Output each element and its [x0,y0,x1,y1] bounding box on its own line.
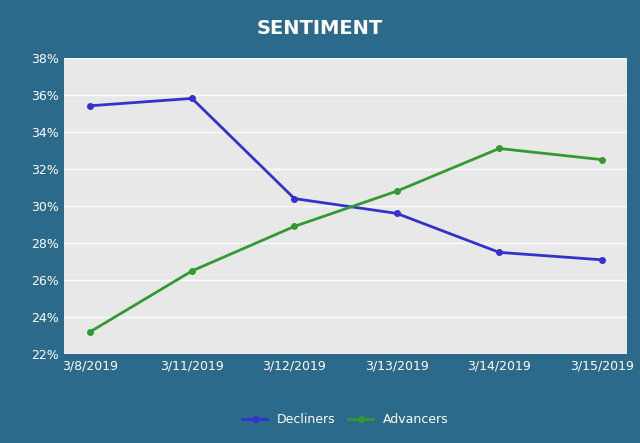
Line: Advancers: Advancers [87,146,604,335]
Advancers [598,157,605,162]
Decliners [495,250,503,255]
Decliners [86,103,93,109]
Legend: Decliners, Advancers: Decliners, Advancers [237,408,454,431]
Advancers [291,224,298,229]
Decliners [291,196,298,201]
Decliners [188,96,196,101]
Advancers [188,268,196,274]
Decliners [393,211,401,216]
Decliners [598,257,605,262]
Text: SENTIMENT: SENTIMENT [257,19,383,38]
Advancers [495,146,503,151]
Advancers [393,189,401,194]
Advancers [86,330,93,335]
Line: Decliners: Decliners [87,96,604,263]
